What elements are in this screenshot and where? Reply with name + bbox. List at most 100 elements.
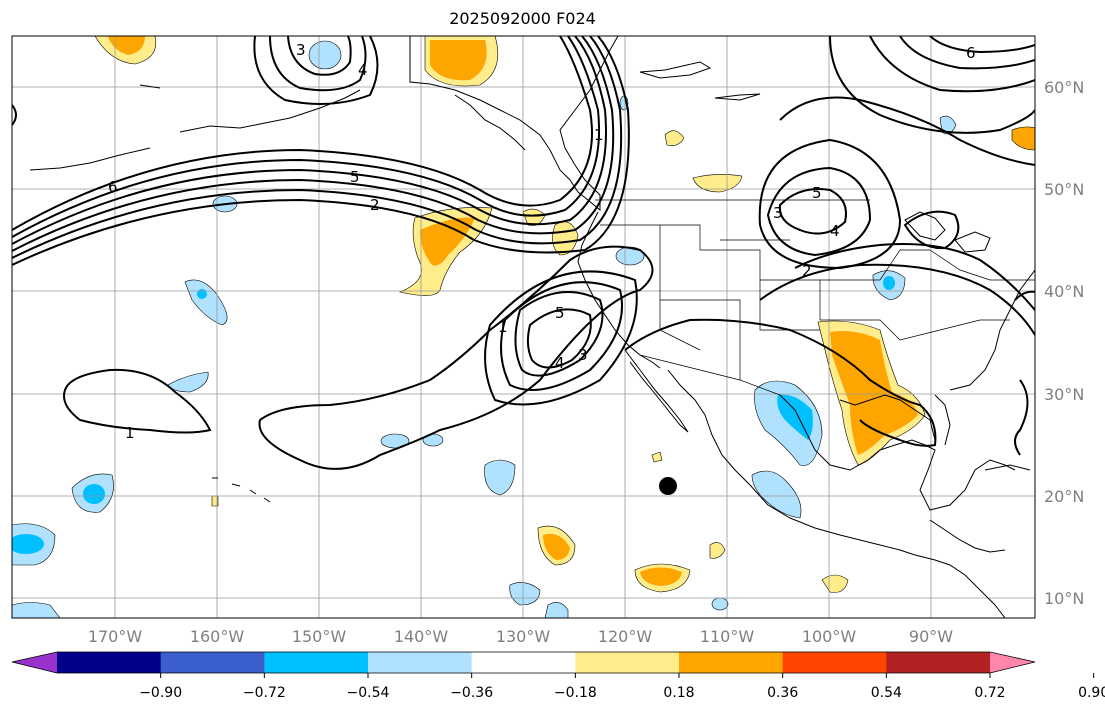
pos-anomaly-core [420,217,475,266]
colorbar-segment [679,652,784,673]
neg-anomaly [544,602,569,618]
lon-label: 130°W [496,627,551,646]
colorbar-segment [57,652,162,673]
contours [12,36,1035,470]
lat-label: 30°N [1044,385,1084,404]
contour-line [63,368,212,434]
contour-label: 2 [802,262,812,280]
contour-line [12,36,630,266]
neg-anomaly [484,459,516,496]
contour-line [253,36,379,105]
pos-anomaly-core [830,331,918,455]
contour-line [624,318,937,447]
map-title: 2025092000 F024 [449,9,596,28]
contour-label: 3 [773,204,783,222]
colorbar-tick-label: 0.90 [1078,685,1105,701]
contour-label: 5 [350,168,360,186]
lat-label: 10°N [1044,589,1084,608]
colorbar-tick-label: 0.18 [663,685,694,701]
lat-label: 60°N [1044,78,1084,97]
neg-anomaly [308,40,342,70]
contour-line [12,36,607,245]
lat-label: 20°N [1044,487,1084,506]
colorbar: −0.90 −0.72 −0.54 −0.36 −0.18 0.18 0.36 0.54 0.7… [11,651,1105,701]
contour-line [1014,379,1029,456]
neg-anomaly-core [197,289,207,299]
neg-anomaly-core [83,484,105,504]
contour-line [929,36,1035,54]
contour-label: 1 [498,318,508,336]
contour-line [759,263,1035,336]
contour-label: 4 [358,61,368,79]
neg-anomaly [167,371,209,393]
lon-label: 160°W [190,627,245,646]
contour-line [484,270,638,406]
colorbar-tick-label: −0.72 [243,685,286,701]
pos-anomaly [664,130,685,146]
contour-line [899,36,1035,70]
neg-anomaly [751,470,802,519]
colorbar-extend-right [990,652,1035,673]
contour-line [779,96,1035,166]
contour-line [1014,290,1035,301]
neg-anomaly [380,433,410,449]
contour-line [829,36,1035,134]
contour-line [500,281,623,391]
contour-label: 3 [296,41,306,59]
lat-label: 50°N [1044,180,1084,199]
colorbar-extend-left [12,652,57,673]
pos-anomaly [1011,126,1035,151]
pos-anomaly [821,574,849,593]
contour-label: 2 [370,196,380,214]
colorbar-segment [471,652,576,673]
contour-line [269,36,367,92]
map-frame [11,35,1036,619]
neg-anomaly [754,380,823,466]
contour-line [869,36,1035,93]
colorbar-segment [264,652,369,673]
contour-label: 1 [594,126,604,144]
colorbar-tick-label: −0.90 [139,685,182,701]
pos-anomaly-core [430,40,487,81]
colorbar-tick-label: −0.36 [450,685,493,701]
contour-line [903,210,960,250]
colorbar-segment [575,652,680,673]
colorbar-tick-label: 0.36 [767,685,798,701]
pos-anomaly-core [640,567,682,586]
colorbar-tick-label: −0.54 [347,685,390,701]
contour-line [12,36,623,259]
contour-line [766,166,872,257]
contour-line [12,104,17,126]
graticule [12,36,1035,618]
neg-anomaly [509,582,541,606]
colorbar-segment [160,652,265,673]
lon-label: 120°W [598,627,653,646]
colorbar-tick-label: 0.54 [871,685,902,701]
contour-label: 4 [830,222,840,240]
neg-anomaly-core [12,534,44,554]
pos-anomaly [651,451,663,463]
colorbar-segment [886,652,991,673]
location-marker [659,477,677,495]
pos-anomaly [692,174,743,193]
colorbar-segment [368,652,473,673]
contour-labels: 1 1 2 3 4 5 6 5 4 3 2 1 3 4 5 6 [108,41,976,442]
contour-label: 6 [108,178,118,196]
contour-line [12,36,615,252]
contour-line [778,188,847,235]
longitude-labels: 170°W 160°W 150°W 140°W 130°W 120°W 110°… [88,627,953,646]
colorbar-ticks: −0.90 −0.72 −0.54 −0.36 −0.18 0.18 0.36 0.54 0.7… [139,673,1105,701]
contour-label: 1 [125,424,135,442]
lon-label: 90°W [909,627,953,646]
lon-label: 170°W [88,627,143,646]
contour-line [12,36,600,238]
neg-anomaly-core [883,276,895,290]
lon-label: 110°W [700,627,755,646]
contour-label: 5 [555,304,565,322]
neg-anomaly [711,597,729,611]
neg-anomaly [939,115,957,135]
contour-line [287,36,352,76]
contour-line [526,308,592,369]
colorbar-tick-label: 0.72 [974,685,1005,701]
